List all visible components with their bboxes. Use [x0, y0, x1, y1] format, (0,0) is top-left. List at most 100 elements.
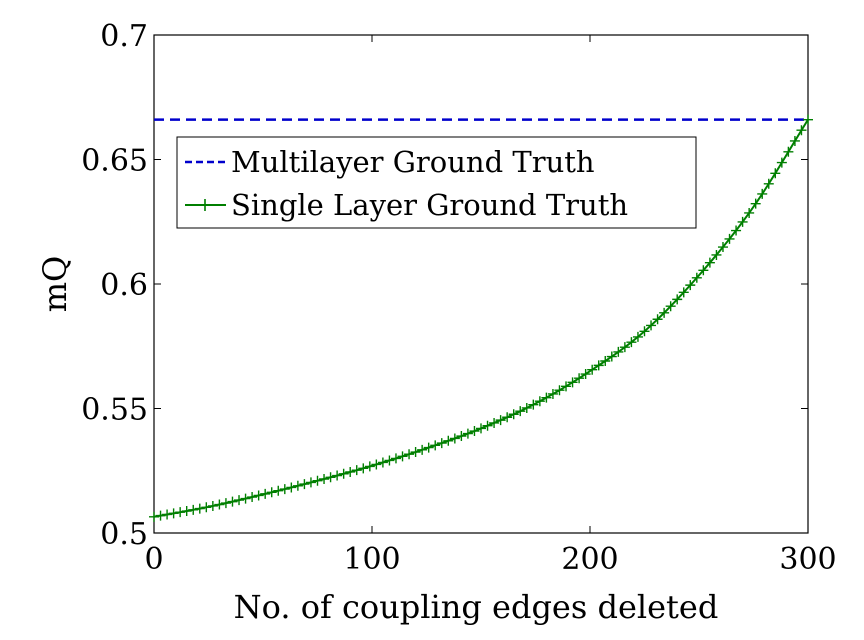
data-point-marker [279, 484, 290, 495]
data-point-marker [593, 360, 604, 371]
data-point-marker [554, 385, 565, 396]
data-point-marker [646, 320, 657, 331]
data-point-marker [332, 470, 343, 481]
data-point-marker [632, 331, 643, 342]
data-point-marker [567, 377, 578, 388]
data-point-marker [600, 355, 611, 366]
series-layer [149, 114, 813, 522]
data-point-marker [188, 504, 199, 515]
data-point-marker [162, 509, 173, 520]
data-point-marker [240, 493, 251, 504]
data-point-marker [175, 507, 186, 518]
data-point-marker [449, 433, 460, 444]
data-point-marker [247, 492, 258, 503]
data-point-marker [783, 146, 794, 157]
data-point-marker [757, 188, 768, 199]
data-point-marker [528, 399, 539, 410]
x-tick-label: 100 [343, 542, 400, 577]
data-point-marker [214, 499, 225, 510]
plot-area [153, 34, 809, 534]
y-axis-title: mQ [36, 256, 74, 313]
y-tick-label: 0.5 [100, 517, 148, 552]
tick-labels: 0 100 200 300 0.5 0.55 0.6 0.65 0.7 [81, 19, 836, 577]
data-point-marker [789, 135, 800, 146]
data-point-marker [149, 511, 159, 522]
data-point-marker [194, 503, 205, 514]
data-point-marker [639, 326, 650, 337]
data-point-marker [423, 442, 434, 453]
data-point-marker [319, 473, 330, 484]
data-point-marker [619, 342, 630, 353]
data-point-marker [796, 125, 807, 136]
data-point-marker [155, 510, 166, 521]
data-point-marker [456, 431, 467, 442]
x-tick-label: 200 [561, 542, 618, 577]
data-point-marker [430, 440, 441, 451]
data-point-marker [436, 438, 447, 449]
data-point-marker [207, 500, 218, 511]
legend-marker-single-layer [199, 199, 211, 211]
data-point-marker [390, 453, 401, 464]
data-point-marker [469, 426, 480, 437]
data-point-marker [410, 447, 421, 458]
data-point-marker [273, 485, 284, 496]
data-point-marker [377, 457, 388, 468]
data-point-marker [534, 396, 545, 407]
ticks [153, 34, 809, 534]
data-point-marker [717, 242, 728, 253]
data-point-marker [606, 351, 617, 362]
data-point-marker [521, 402, 532, 413]
data-point-marker [338, 468, 349, 479]
y-tick-label: 0.55 [81, 393, 148, 428]
data-point-marker [358, 463, 369, 474]
data-point-marker [312, 475, 323, 486]
data-point-marker [626, 337, 637, 348]
y-tick-label: 0.6 [100, 268, 148, 303]
data-point-marker [547, 388, 558, 399]
data-point-marker [201, 502, 212, 513]
x-tick-label: 300 [779, 542, 836, 577]
legend: Multilayer Ground Truth Single Layer Gro… [176, 136, 697, 229]
legend-box [176, 136, 697, 229]
data-point-marker [181, 506, 192, 517]
data-point-marker [227, 496, 238, 507]
data-point-marker [220, 498, 231, 509]
data-point-marker [305, 477, 316, 488]
data-point-marker [266, 487, 277, 498]
data-point-marker [234, 495, 245, 506]
data-point-marker [371, 459, 382, 470]
data-point-marker [561, 381, 572, 392]
data-point-marker [704, 257, 715, 268]
data-point-marker [502, 412, 513, 423]
legend-label-multilayer: Multilayer Ground Truth [231, 145, 595, 179]
data-point-marker [698, 265, 709, 276]
data-point-marker [508, 409, 519, 420]
legend-label-single-layer: Single Layer Ground Truth [231, 188, 628, 222]
data-point-marker [260, 488, 271, 499]
series-single-layer [149, 114, 813, 522]
data-point-marker [345, 466, 356, 477]
data-point-marker [364, 461, 375, 472]
data-point-marker [613, 346, 624, 357]
data-point-marker [299, 479, 310, 490]
data-point-marker [776, 157, 787, 168]
data-point-marker [724, 233, 735, 244]
data-point-marker [685, 280, 696, 291]
data-point-marker [763, 178, 774, 189]
data-point-marker [515, 406, 526, 417]
data-point-marker [397, 451, 408, 462]
data-point-marker [652, 314, 663, 325]
data-point-marker [737, 216, 748, 227]
data-point-marker [587, 364, 598, 375]
data-point-marker [659, 307, 670, 318]
data-point-marker [580, 369, 591, 380]
data-point-marker [325, 472, 336, 483]
data-point-marker [691, 272, 702, 283]
data-point-marker [351, 465, 362, 476]
data-point-marker [541, 392, 552, 403]
data-point-marker [292, 480, 303, 491]
y-tick-label: 0.7 [100, 19, 148, 54]
y-tick-label: 0.65 [81, 144, 148, 179]
data-point-marker [574, 373, 585, 384]
data-point-marker [168, 508, 179, 519]
